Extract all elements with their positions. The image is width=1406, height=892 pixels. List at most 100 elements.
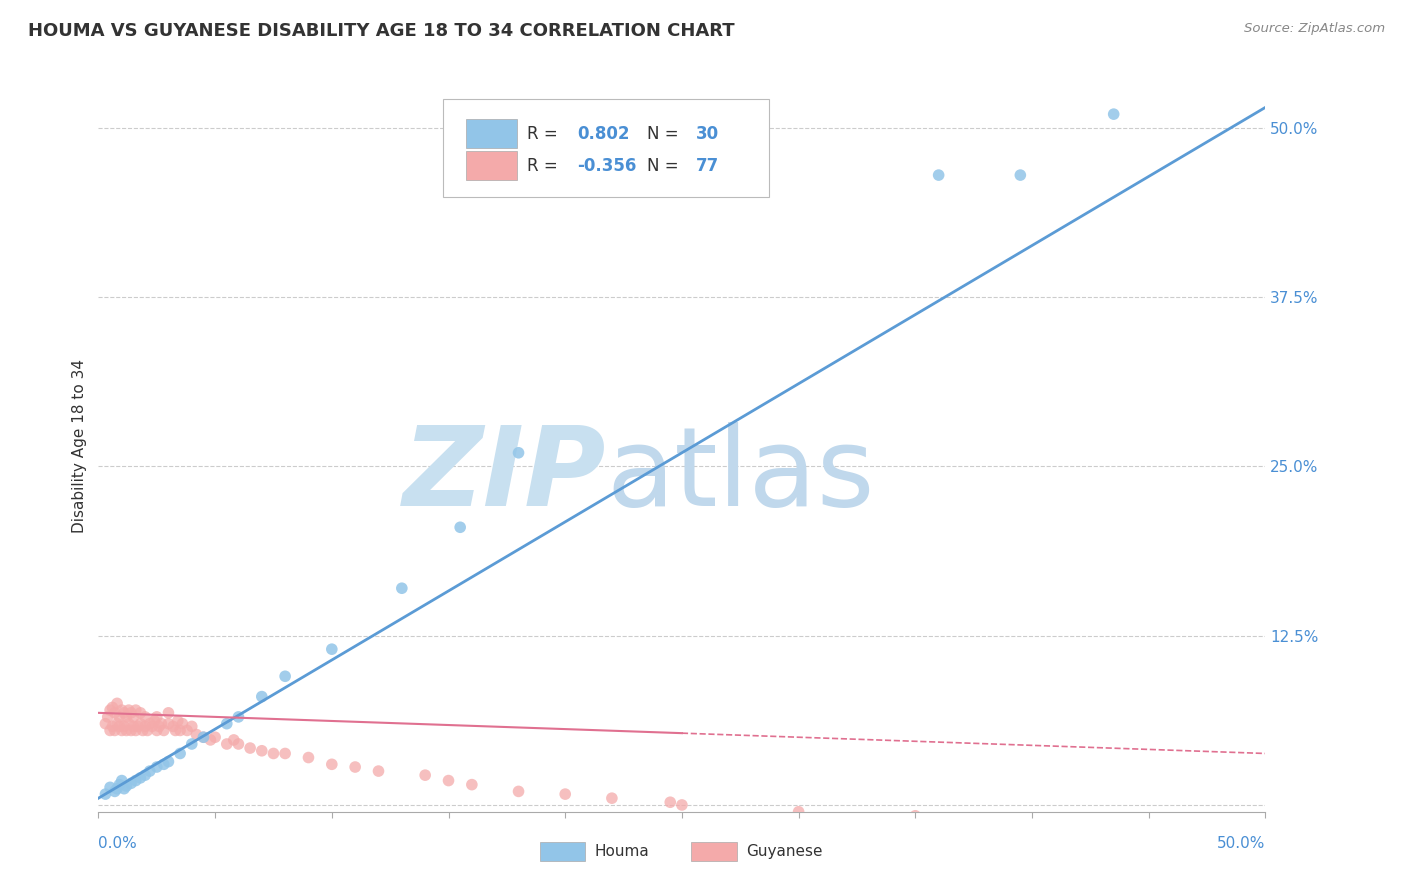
Point — [98, 703, 121, 717]
Point — [215, 737, 238, 751]
Text: Houma: Houma — [595, 845, 650, 860]
Point — [165, 723, 187, 738]
Point — [321, 642, 343, 657]
Point — [134, 710, 156, 724]
Point — [143, 714, 166, 728]
Point — [950, 812, 973, 826]
Point — [141, 719, 163, 733]
Point — [554, 787, 576, 801]
Point — [367, 764, 389, 778]
Point — [250, 690, 273, 704]
Point — [105, 697, 128, 711]
Text: Source: ZipAtlas.com: Source: ZipAtlas.com — [1244, 22, 1385, 36]
Point — [125, 723, 148, 738]
Point — [120, 776, 142, 790]
Point — [97, 710, 120, 724]
FancyBboxPatch shape — [692, 842, 737, 861]
Point — [112, 781, 135, 796]
Point — [127, 719, 149, 733]
Point — [193, 730, 215, 744]
Point — [180, 719, 202, 733]
Point — [104, 784, 127, 798]
Point — [122, 710, 145, 724]
Point — [228, 710, 250, 724]
Point — [115, 710, 138, 724]
Text: R =: R = — [527, 157, 557, 175]
Point — [391, 581, 413, 595]
Point — [169, 747, 191, 761]
Point — [508, 446, 530, 460]
FancyBboxPatch shape — [443, 99, 769, 197]
Point — [98, 780, 121, 795]
Point — [108, 778, 131, 792]
Point — [101, 700, 124, 714]
Point — [215, 716, 238, 731]
Point — [139, 716, 162, 731]
Point — [600, 791, 623, 805]
Text: 50.0%: 50.0% — [1218, 836, 1265, 851]
Point — [120, 706, 142, 720]
Point — [94, 787, 117, 801]
Point — [508, 784, 530, 798]
Point — [671, 797, 693, 812]
Point — [274, 747, 297, 761]
Point — [176, 723, 198, 738]
Point — [108, 719, 131, 733]
Point — [186, 727, 208, 741]
Point — [115, 723, 138, 738]
Point — [122, 719, 145, 733]
Point — [904, 809, 927, 823]
Point — [228, 737, 250, 751]
Point — [125, 703, 148, 717]
FancyBboxPatch shape — [465, 152, 517, 180]
Point — [148, 719, 170, 733]
Point — [222, 733, 245, 747]
Point — [150, 716, 173, 731]
Text: N =: N = — [647, 125, 679, 143]
Point — [146, 760, 169, 774]
Point — [112, 706, 135, 720]
Point — [146, 710, 169, 724]
Point — [157, 755, 180, 769]
Point — [108, 710, 131, 724]
Point — [105, 781, 128, 796]
Point — [101, 719, 124, 733]
Point — [94, 716, 117, 731]
Text: 0.802: 0.802 — [576, 125, 630, 143]
FancyBboxPatch shape — [540, 842, 585, 861]
Point — [111, 703, 134, 717]
Point — [111, 773, 134, 788]
Point — [132, 723, 155, 738]
Point — [193, 730, 215, 744]
Point — [461, 778, 484, 792]
Point — [104, 706, 127, 720]
Point — [118, 716, 141, 731]
Point — [134, 768, 156, 782]
Point — [200, 733, 222, 747]
Point — [139, 764, 162, 778]
Text: Guyanese: Guyanese — [747, 845, 823, 860]
Point — [204, 730, 226, 744]
Point — [321, 757, 343, 772]
Point — [129, 771, 152, 785]
Point — [157, 716, 180, 731]
Point — [129, 706, 152, 720]
Point — [111, 723, 134, 738]
Text: atlas: atlas — [606, 422, 875, 529]
Point — [166, 714, 188, 728]
Point — [787, 805, 810, 819]
Point — [169, 723, 191, 738]
Point — [262, 747, 284, 761]
Point — [120, 723, 142, 738]
Point — [1067, 814, 1090, 829]
Point — [1102, 107, 1125, 121]
Text: ZIP: ZIP — [402, 422, 606, 529]
Point — [146, 723, 169, 738]
Point — [297, 750, 319, 764]
Point — [112, 719, 135, 733]
Point — [172, 716, 194, 731]
Text: 77: 77 — [696, 157, 718, 175]
Text: 30: 30 — [696, 125, 718, 143]
Point — [125, 773, 148, 788]
Point — [659, 795, 682, 809]
